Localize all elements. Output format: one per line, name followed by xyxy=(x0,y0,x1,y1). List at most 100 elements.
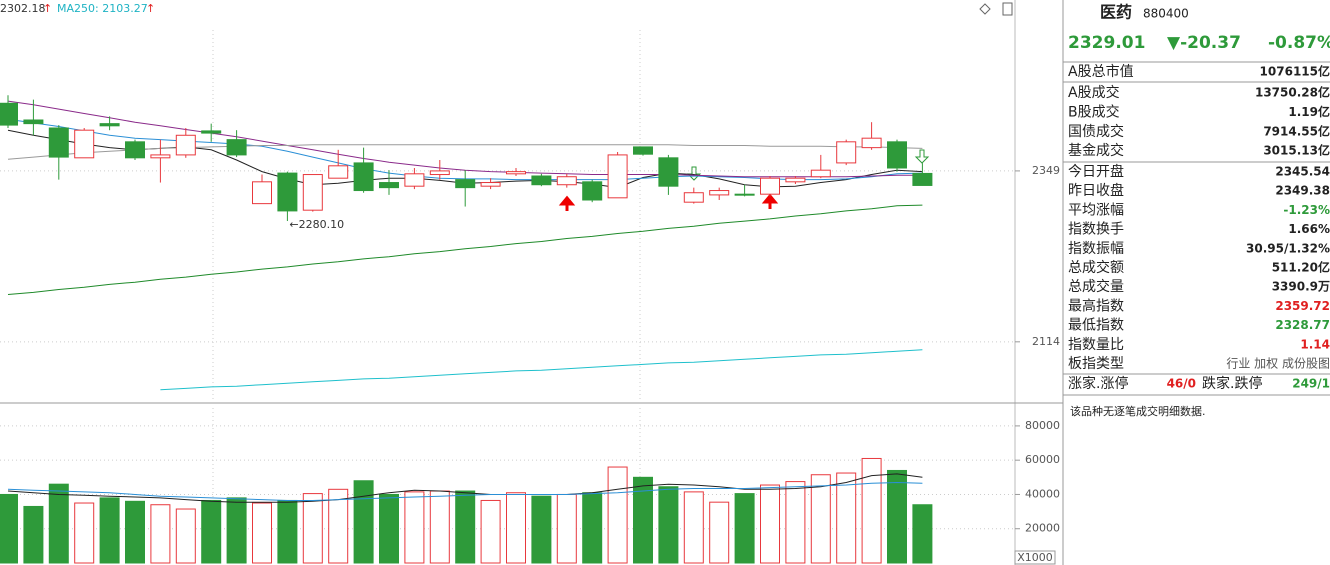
candle-body xyxy=(556,176,577,186)
up-count-label: 涨家.涨停 xyxy=(1068,375,1128,392)
volume-bar xyxy=(531,495,552,564)
stat-label: 平均涨幅 xyxy=(1068,202,1124,218)
stat-label: 总成交额 xyxy=(1068,259,1124,276)
volume-bar xyxy=(582,492,603,564)
candle-body xyxy=(353,162,374,192)
candle-body xyxy=(302,174,323,211)
ma-line xyxy=(7,481,923,501)
down-count-label: 跌家.跌停 xyxy=(1202,375,1262,392)
volume-bar xyxy=(353,480,374,564)
candle-body xyxy=(887,141,907,169)
stat-value: 511.20亿 xyxy=(1272,260,1330,275)
volume-bar xyxy=(760,484,780,564)
volume-bar xyxy=(201,499,222,564)
stat-value: 2349.38 xyxy=(1275,184,1330,198)
volume-bar xyxy=(277,499,298,564)
stat-value: 30.95/1.32% xyxy=(1246,241,1330,255)
candle-body xyxy=(633,146,653,155)
candle-body xyxy=(379,182,399,189)
stat-label: 最高指数 xyxy=(1068,297,1124,314)
candle-body xyxy=(328,165,349,179)
ma250-arrow: ↑ xyxy=(146,2,155,15)
volume-bar xyxy=(99,497,120,564)
candle-body xyxy=(201,130,222,134)
stat-value: 2345.54 xyxy=(1275,165,1330,179)
volume-bar xyxy=(175,508,196,564)
candle-body xyxy=(455,179,476,189)
volume-bar xyxy=(480,499,501,564)
volume-bar xyxy=(23,505,44,564)
y-tick-label: 60000 xyxy=(1025,453,1060,466)
candle-body xyxy=(404,173,425,187)
candle-body xyxy=(74,129,95,159)
candle-body xyxy=(23,119,44,125)
candle-body xyxy=(429,170,450,176)
volume-bar xyxy=(150,504,171,564)
volume-bar xyxy=(633,476,653,564)
stat-label: 昨日收盘 xyxy=(1068,182,1124,199)
down-count: 249/1 xyxy=(1292,377,1330,391)
volume-bar xyxy=(404,491,425,564)
low-annotation: ←2280.10 xyxy=(289,218,344,231)
candle-body xyxy=(175,134,196,156)
candle-body xyxy=(226,139,247,156)
volume-unit: X1000 xyxy=(1017,551,1053,564)
volume-bar xyxy=(48,483,69,564)
volume-bar xyxy=(887,469,907,564)
ma250-label: MA250: 2103.27 xyxy=(57,2,148,15)
candle-body xyxy=(836,141,857,164)
ma-line xyxy=(7,204,923,295)
stat-value: 1.19亿 xyxy=(1288,104,1330,119)
stat-label: 最低指数 xyxy=(1068,318,1124,334)
volume-bar xyxy=(861,457,882,564)
ma-line xyxy=(160,349,923,391)
volume-bar xyxy=(607,466,628,564)
candle-body xyxy=(125,141,145,159)
stat-label: 国债成交 xyxy=(1068,123,1124,140)
candle-body xyxy=(252,181,272,205)
index-name: 医药 xyxy=(1100,3,1132,22)
volume-bar xyxy=(912,504,933,564)
candle-body xyxy=(810,169,831,178)
percent-change: -0.87% xyxy=(1268,33,1330,53)
candle-body xyxy=(150,154,171,159)
candle-body xyxy=(506,171,526,175)
volume-bar xyxy=(785,481,806,564)
tick-note: 该品种无逐笔成交明细数据. xyxy=(1070,404,1206,418)
candle-body xyxy=(582,181,603,201)
candle-body xyxy=(734,193,755,196)
candle-body xyxy=(99,123,120,127)
volume-bar xyxy=(74,502,95,564)
candle-body xyxy=(912,172,933,186)
y-tick-label: 40000 xyxy=(1025,487,1060,500)
candle-body xyxy=(531,175,552,186)
window-button[interactable] xyxy=(1002,2,1013,16)
stat-value: 2359.72 xyxy=(1275,299,1330,313)
volume-bar xyxy=(683,491,704,564)
unit-box xyxy=(1014,550,1056,565)
vertical-guides xyxy=(212,30,641,563)
y-tick-label: 2114 xyxy=(1032,335,1060,348)
stat-value: 7914.55亿 xyxy=(1263,123,1330,138)
table-lines xyxy=(1063,61,1330,396)
stat-value: 3390.9万 xyxy=(1272,280,1330,294)
candle-body xyxy=(683,192,704,203)
sell-signal xyxy=(914,149,930,164)
volume-bar xyxy=(252,502,272,564)
volume-bar xyxy=(429,490,450,564)
volume-bar xyxy=(0,493,18,564)
candle-body xyxy=(480,182,501,187)
ma120-arrow: ↑ xyxy=(43,2,52,15)
diamond-button[interactable] xyxy=(979,3,991,15)
volume-bar xyxy=(455,490,476,564)
stat-value: 1076115亿 xyxy=(1260,64,1330,79)
candle-body xyxy=(607,154,628,199)
y-tick-label: 2349 xyxy=(1032,164,1060,177)
stat-value: 13750.28亿 xyxy=(1255,85,1330,100)
candle-body xyxy=(658,157,679,187)
candle-body xyxy=(0,102,18,126)
volume-bar xyxy=(226,497,247,564)
candle-body xyxy=(760,177,780,195)
candle-body xyxy=(709,190,730,196)
